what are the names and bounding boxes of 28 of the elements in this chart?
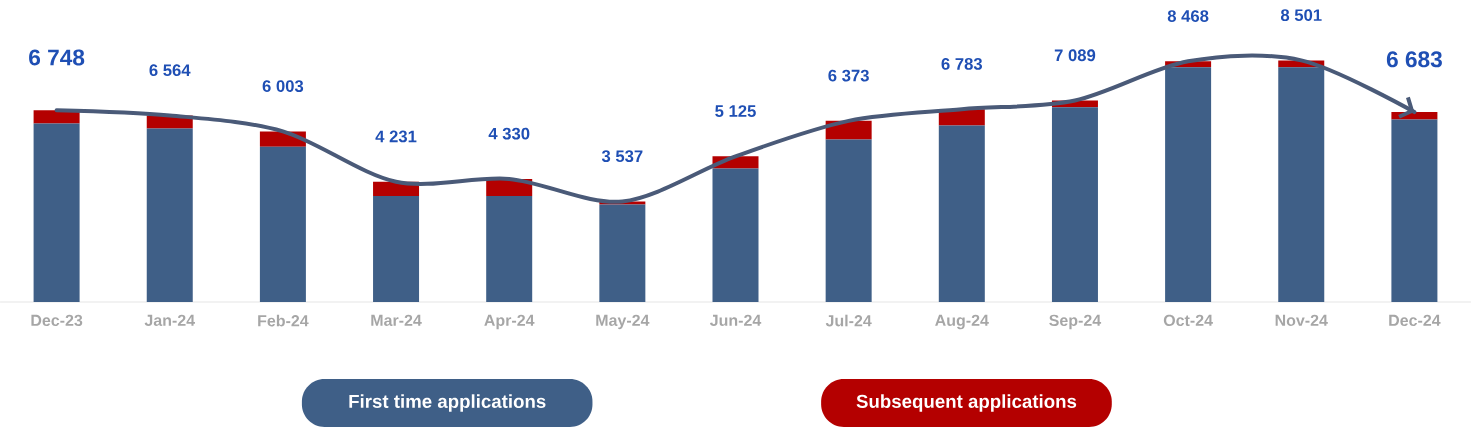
x-tick-label: Aug-24 [935,314,989,330]
data-label: 6 748 [29,49,85,66]
data-label: 8 501 [1280,9,1322,22]
x-tick-label: Nov-24 [1275,314,1328,327]
data-label: 6 683 [1386,51,1442,68]
data-label: 4 231 [375,130,417,143]
text: Subsequent applications [856,394,1077,412]
x-tick-label: Feb-24 [258,314,309,327]
data-label: 8 468 [1167,10,1209,22]
text: First time applications [349,394,546,412]
x-tick-label: Jun-24 [709,314,762,327]
data-label: 4 330 [488,127,530,140]
data-label: 3 537 [601,150,643,163]
data-label: 7 089 [1054,49,1096,62]
x-tick-label: Mar-24 [371,314,422,327]
x-tick-label: Dec-24 [1389,314,1441,327]
data-label: 5 125 [715,105,756,117]
x-tick-label: Apr-24 [484,314,535,330]
data-label: 6 783 [941,58,983,70]
x-tick-label: Jan-24 [144,314,195,327]
x-tick-label: Sep-24 [1049,314,1102,330]
data-label: 6 564 [149,64,191,77]
data-label: 6 003 [262,80,304,93]
x-tick-label: Dec-23 [31,314,83,327]
x-tick-label: Jul-24 [825,314,872,327]
x-tick-label: Oct-24 [1163,314,1213,327]
data-label: 6 373 [828,69,869,82]
x-tick-label: May-24 [596,314,650,330]
